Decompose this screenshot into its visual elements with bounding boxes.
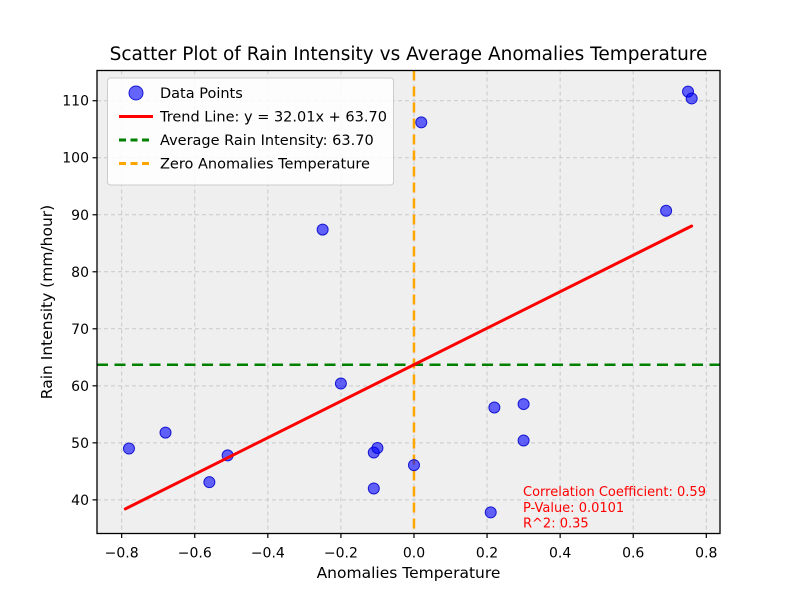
- y-tick-label: 110: [62, 94, 89, 110]
- data-point: [203, 476, 216, 489]
- legend-item-label: Zero Anomalies Temperature: [160, 157, 370, 173]
- x-tick-label: 0.0: [403, 546, 425, 562]
- y-tick-label: 100: [62, 151, 89, 167]
- x-tick-label: −0.6: [178, 546, 212, 562]
- stats-annotation-line: R^2: 0.35: [523, 517, 589, 532]
- data-point: [415, 116, 428, 129]
- data-point: [488, 401, 501, 414]
- y-tick-label: 80: [71, 265, 89, 281]
- data-point: [660, 204, 673, 217]
- x-tick-label: 0.6: [622, 546, 644, 562]
- y-tick-label: 60: [71, 379, 89, 395]
- data-point: [367, 482, 380, 495]
- y-tick-label: 90: [71, 208, 89, 224]
- x-tick-label: 0.4: [549, 546, 571, 562]
- data-point: [517, 434, 530, 447]
- stats-annotation-line: P-Value: 0.0101: [523, 501, 624, 516]
- y-axis-label: Rain Intensity (mm/hour): [38, 205, 56, 399]
- data-point: [685, 92, 698, 105]
- data-point: [122, 442, 135, 455]
- data-point: [334, 377, 347, 390]
- data-point: [159, 426, 172, 439]
- y-tick-label: 50: [71, 436, 89, 452]
- data-point: [517, 398, 530, 411]
- legend-item-label: Data Points: [160, 86, 243, 102]
- legend: Data Points Trend Line: y = 32.01x + 63.7…: [107, 77, 394, 186]
- x-tick-label: 0.2: [476, 546, 498, 562]
- axes-spines: [96, 69, 721, 535]
- overlay-layer: Data Points Trend Line: y = 32.01x + 63.7…: [107, 77, 706, 532]
- y-tick-label: 70: [71, 322, 89, 338]
- data-point: [484, 506, 497, 519]
- x-tick-label: −0.8: [105, 546, 139, 562]
- legend-box: [107, 77, 394, 186]
- chart-title: Scatter Plot of Rain Intensity vs Averag…: [110, 44, 708, 65]
- x-axis-label: Anomalies Temperature: [317, 564, 501, 582]
- trend-line: [123, 224, 694, 511]
- data-point: [371, 441, 384, 454]
- stats-annotation-line: Correlation Coefficient: 0.59: [523, 485, 706, 500]
- legend-item-label: Average Rain Intensity: 63.70: [160, 133, 374, 149]
- legend-item-label: Trend Line: y = 32.01x + 63.70: [159, 110, 387, 126]
- x-tick-label: −0.2: [324, 546, 358, 562]
- legend-marker-dot: [128, 85, 144, 101]
- y-tick-label: 40: [71, 493, 89, 509]
- data-point: [407, 459, 420, 472]
- x-tick-label: 0.8: [695, 546, 717, 562]
- data-point: [316, 223, 329, 236]
- x-tick-label: −0.4: [251, 546, 285, 562]
